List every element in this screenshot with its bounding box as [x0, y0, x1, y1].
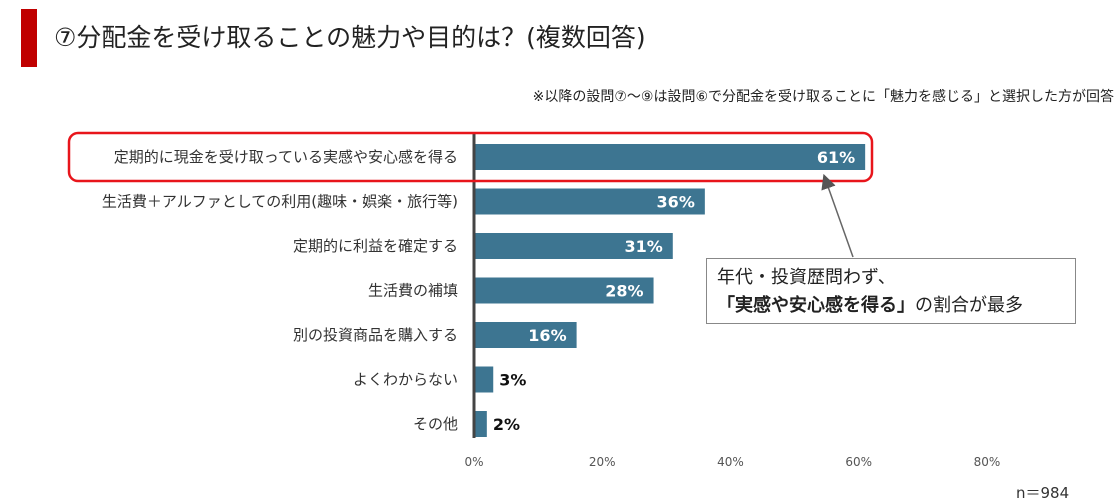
category-label-4: 別の投資商品を購入する — [293, 326, 458, 344]
survey-note: ※以降の設問⑦～⑨は設問⑥で分配金を受け取ることに「魅力を感じる」と選択した方が… — [532, 89, 1114, 105]
category-label-5: よくわからない — [353, 371, 458, 389]
category-label-3: 生活費の補填 — [368, 282, 458, 300]
bar-6 — [474, 411, 487, 437]
value-label-5: 3% — [499, 371, 526, 390]
callout-line-2: 「実感や安心感を得る」の割合が最多 — [717, 292, 1075, 320]
bar-3 — [474, 277, 654, 304]
bar-0 — [474, 144, 866, 170]
page-title: ⑦分配金を受け取ることの魅力や目的は？(複数回答) — [54, 23, 646, 52]
value-label-3: 28% — [605, 282, 643, 301]
category-label-2: 定期的に利益を確定する — [293, 237, 458, 255]
x-tick-label-3: 60% — [845, 455, 872, 469]
highlight-outline — [67, 131, 874, 183]
x-tick-label-4: 80% — [974, 455, 1001, 469]
value-label-6: 2% — [493, 415, 520, 434]
title-accent-bar — [21, 9, 37, 67]
bar-1 — [474, 188, 705, 215]
value-label-2: 31% — [624, 237, 662, 256]
x-tick-label-2: 40% — [717, 455, 744, 469]
category-label-6: その他 — [413, 415, 458, 433]
callout-arrow — [821, 173, 854, 258]
callout-emphasis: 「実感や安心感を得る」 — [717, 295, 915, 316]
bar-2 — [474, 233, 673, 259]
value-label-0: 61% — [817, 148, 855, 167]
value-label-1: 36% — [657, 193, 695, 212]
callout-rest: の割合が最多 — [915, 295, 1023, 316]
callout-line-1: 年代・投資歴問わず、 — [717, 267, 896, 288]
bar-4 — [474, 322, 577, 348]
category-label-1: 生活費＋アルファとしての利用(趣味・娯楽・旅行等) — [102, 193, 458, 211]
sample-size: n＝984 — [1016, 484, 1070, 502]
category-label-0: 定期的に現金を受け取っている実感や安心感を得る — [114, 148, 458, 166]
x-tick-label-1: 20% — [589, 455, 616, 469]
x-tick-label-0: 0% — [464, 455, 483, 469]
bar-5 — [474, 366, 494, 393]
callout-box: 年代・投資歴問わず、 「実感や安心感を得る」の割合が最多 — [706, 258, 1076, 324]
value-label-4: 16% — [528, 326, 566, 345]
